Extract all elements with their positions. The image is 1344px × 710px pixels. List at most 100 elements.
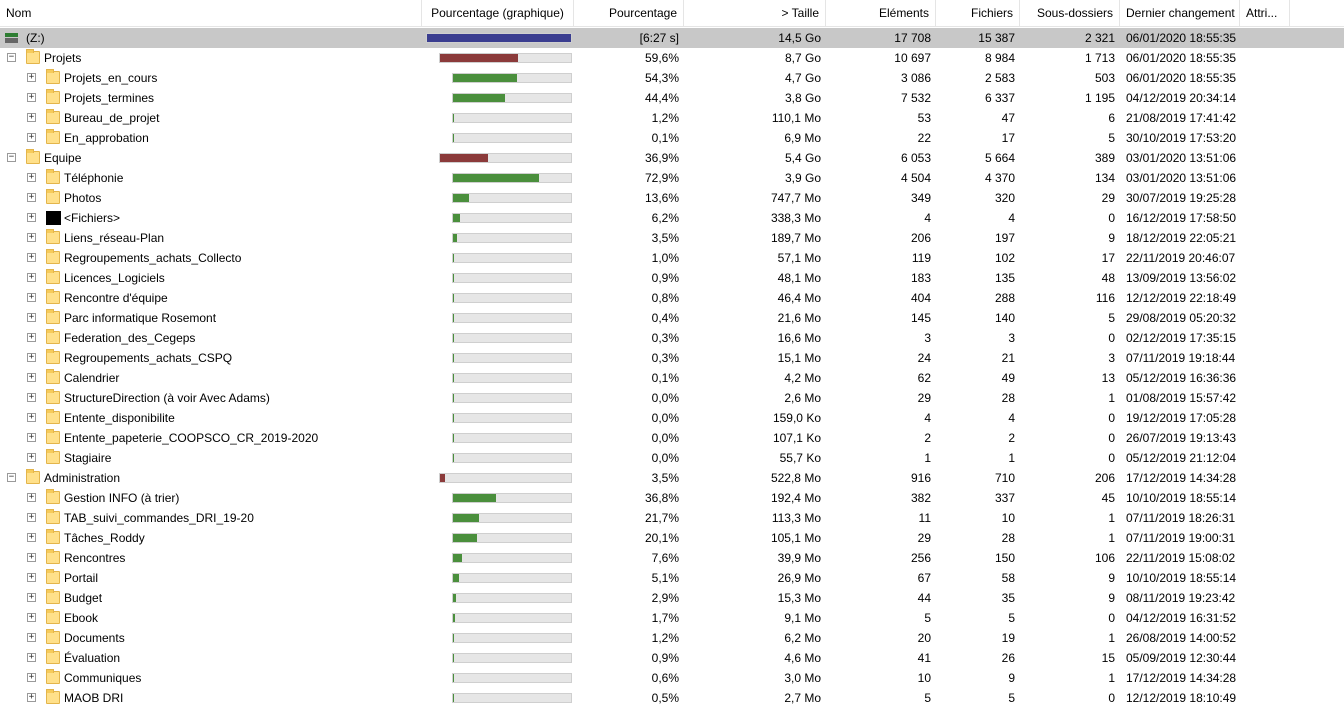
tree-row[interactable]: + Licences_Logiciels 0,9% 48,1 Mo 183 135 48 13… (0, 268, 1344, 288)
expand-icon[interactable]: + (27, 232, 36, 242)
subdirs-value: 2 321 (1084, 31, 1115, 45)
expand-icon[interactable]: + (27, 212, 36, 222)
expand-icon[interactable]: + (27, 352, 36, 362)
column-header-subdirs[interactable]: Sous-dossiers (1020, 0, 1120, 26)
expand-icon[interactable]: + (27, 92, 36, 102)
expand-icon[interactable]: + (27, 672, 36, 682)
expand-icon[interactable]: + (27, 492, 36, 502)
expand-icon[interactable]: + (27, 592, 36, 602)
expand-icon[interactable]: + (27, 412, 36, 422)
tree-row[interactable]: + Stagiaire 0,0% 55,7 Ko 1 1 0 05/12/2019 21:12… (0, 448, 1344, 468)
expand-icon[interactable]: + (27, 532, 36, 542)
expand-icon[interactable]: + (27, 512, 36, 522)
folder-icon (46, 89, 60, 104)
tree-row[interactable]: + TAB_suivi_commandes_DRI_19-20 21,7% 113,3… (0, 508, 1344, 528)
expand-icon[interactable]: + (27, 192, 36, 202)
tree-row[interactable]: + Budget 2,9% 15,3 Mo 44 35 9 08/11/2019 19:23:… (0, 588, 1344, 608)
drive-row[interactable]: (Z:) [6:27 s] 14,5 Go 17 708 15 387 2 321 06/0… (0, 28, 1344, 48)
expand-icon[interactable]: + (27, 132, 36, 142)
tree-row[interactable]: + Rencontres 7,6% 39,9 Mo 256 150 106 22/11/201… (0, 548, 1344, 568)
tree-row[interactable]: + Tâches_Roddy 20,1% 105,1 Mo 29 28 1 07/11/201… (0, 528, 1344, 548)
collapse-icon[interactable]: − (7, 472, 16, 482)
tree-row[interactable]: + Regroupements_achats_CSPQ 0,3% 15,1 Mo 24 2… (0, 348, 1344, 368)
tree-row[interactable]: + Projets_en_cours 54,3% 4,7 Go 3 086 2 583 50… (0, 68, 1344, 88)
tree-row[interactable]: + Parc informatique Rosemont 0,4% 21,6 Mo 14… (0, 308, 1344, 328)
collapse-icon[interactable]: − (7, 52, 16, 62)
subdirs-value: 1 195 (1084, 91, 1115, 105)
expand-icon[interactable]: + (27, 552, 36, 562)
expand-icon[interactable]: + (27, 252, 36, 262)
expand-icon[interactable]: + (27, 272, 36, 282)
expand-icon[interactable]: + (27, 72, 36, 82)
column-header-last-change[interactable]: Dernier changement (1120, 0, 1240, 26)
expand-icon[interactable]: + (27, 432, 36, 442)
item-name: Communiques (64, 671, 142, 685)
files-value: 4 (1008, 411, 1015, 425)
expand-icon[interactable]: + (27, 332, 36, 342)
tree-row[interactable]: + Calendrier 0,1% 4,2 Mo 62 49 13 05/12/2019 16… (0, 368, 1344, 388)
expand-icon[interactable]: + (27, 632, 36, 642)
percent-bar (452, 493, 572, 503)
tree-row[interactable]: − Projets 59,6% 8,7 Go 10 697 8 984 1 713 06/01… (0, 48, 1344, 68)
tree-row[interactable]: + Entente_disponibilite 0,0% 159,0 Ko 4 4 0 19/… (0, 408, 1344, 428)
expand-icon[interactable]: + (27, 372, 36, 382)
percent-value: 3,5% (651, 231, 679, 245)
tree-row[interactable]: + Évaluation 0,9% 4,6 Mo 41 26 15 05/09/2019 12… (0, 648, 1344, 668)
expand-icon[interactable]: + (27, 612, 36, 622)
expand-icon[interactable]: + (27, 572, 36, 582)
column-header-files[interactable]: Fichiers (936, 0, 1020, 26)
tree-row[interactable]: + StructureDirection (à voir Avec Adams) 0… (0, 388, 1344, 408)
tree-row[interactable]: + Communiques 0,6% 3,0 Mo 10 9 1 17/12/2019 14:… (0, 668, 1344, 688)
percent-bar (452, 333, 572, 343)
percent-bar-fill (453, 534, 477, 542)
tree-row[interactable]: + MAOB DRI 0,5% 2,7 Mo 5 5 0 12/12/2019 18:10:4… (0, 688, 1344, 708)
tree-row[interactable]: + Bureau_de_projet 1,2% 110,1 Mo 53 47 6 21/08/… (0, 108, 1344, 128)
files-value: 3 (1008, 331, 1015, 345)
expand-icon[interactable]: + (27, 112, 36, 122)
elements-value: 20 (917, 631, 931, 645)
files-icon (46, 211, 61, 225)
tree-row[interactable]: − Administration 3,5% 522,8 Mo 916 710 206 17/1… (0, 468, 1344, 488)
percent-bar (452, 433, 572, 443)
tree-row[interactable]: + Projets_termines 44,4% 3,8 Go 7 532 6 337 1 … (0, 88, 1344, 108)
column-header-percent[interactable]: Pourcentage (574, 0, 684, 26)
expand-icon[interactable]: + (27, 312, 36, 322)
files-value: 320 (994, 191, 1015, 205)
percent-bar (452, 253, 572, 263)
last-change-value: 10/10/2019 18:55:14 (1126, 491, 1237, 505)
collapse-icon[interactable]: − (7, 152, 16, 162)
elements-value: 11 (918, 511, 931, 525)
tree-row[interactable]: + Regroupements_achats_Collecto 1,0% 57,1 M… (0, 248, 1344, 268)
tree-row[interactable]: + Téléphonie 72,9% 3,9 Go 4 504 4 370 134 03/01… (0, 168, 1344, 188)
tree-row[interactable]: + Ebook 1,7% 9,1 Mo 5 5 0 04/12/2019 16:31:52 (0, 608, 1344, 628)
tree-row[interactable]: − Equipe 36,9% 5,4 Go 6 053 5 664 389 03/01/202… (0, 148, 1344, 168)
tree-row[interactable]: + Photos 13,6% 747,7 Mo 349 320 29 30/07/2019 1… (0, 188, 1344, 208)
tree-row[interactable]: + Portail 5,1% 26,9 Mo 67 58 9 10/10/2019 18:55… (0, 568, 1344, 588)
item-name: Licences_Logiciels (64, 271, 165, 285)
size-value: 8,7 Go (784, 51, 821, 65)
column-header-percent-graph[interactable]: Pourcentage (graphique) (422, 0, 574, 26)
expand-icon[interactable]: + (27, 452, 36, 462)
tree-row[interactable]: + Entente_papeterie_COOPSCO_CR_2019-2020 0… (0, 428, 1344, 448)
tree-row[interactable]: + En_approbation 0,1% 6,9 Mo 22 17 5 30/10/2019… (0, 128, 1344, 148)
tree-row[interactable]: + <Fichiers> 6,2% 338,3 Mo 4 4 0 16/12/2019 17:… (0, 208, 1344, 228)
percent-value: 72,9% (644, 171, 679, 185)
tree-row[interactable]: + Gestion INFO (à trier) 36,8% 192,4 Mo 382 3… (0, 488, 1344, 508)
tree-row[interactable]: + Rencontre d'équipe 0,8% 46,4 Mo 404 288 116 1… (0, 288, 1344, 308)
column-header-name[interactable]: Nom (0, 0, 422, 26)
tree-row[interactable]: + Liens_réseau-Plan 3,5% 189,7 Mo 206 197 9 18/… (0, 228, 1344, 248)
tree-row[interactable]: + Documents 1,2% 6,2 Mo 20 19 1 26/08/2019 14:0… (0, 628, 1344, 648)
percent-value: 0,0% (651, 431, 679, 445)
percent-value: 36,9% (644, 151, 679, 165)
subdirs-value: 17 (1101, 251, 1115, 265)
expand-icon[interactable]: + (27, 692, 36, 702)
tree-row[interactable]: + Federation_des_Cegeps 0,3% 16,6 Mo 3 3 0 02/1… (0, 328, 1344, 348)
expand-icon[interactable]: + (27, 172, 36, 182)
column-header-attributes[interactable]: Attri... (1240, 0, 1290, 26)
elements-value: 53 (917, 111, 931, 125)
expand-icon[interactable]: + (27, 392, 36, 402)
column-header-size[interactable]: > Taille (684, 0, 826, 26)
column-header-elements[interactable]: Eléments (826, 0, 936, 26)
expand-icon[interactable]: + (27, 652, 36, 662)
expand-icon[interactable]: + (27, 292, 36, 302)
